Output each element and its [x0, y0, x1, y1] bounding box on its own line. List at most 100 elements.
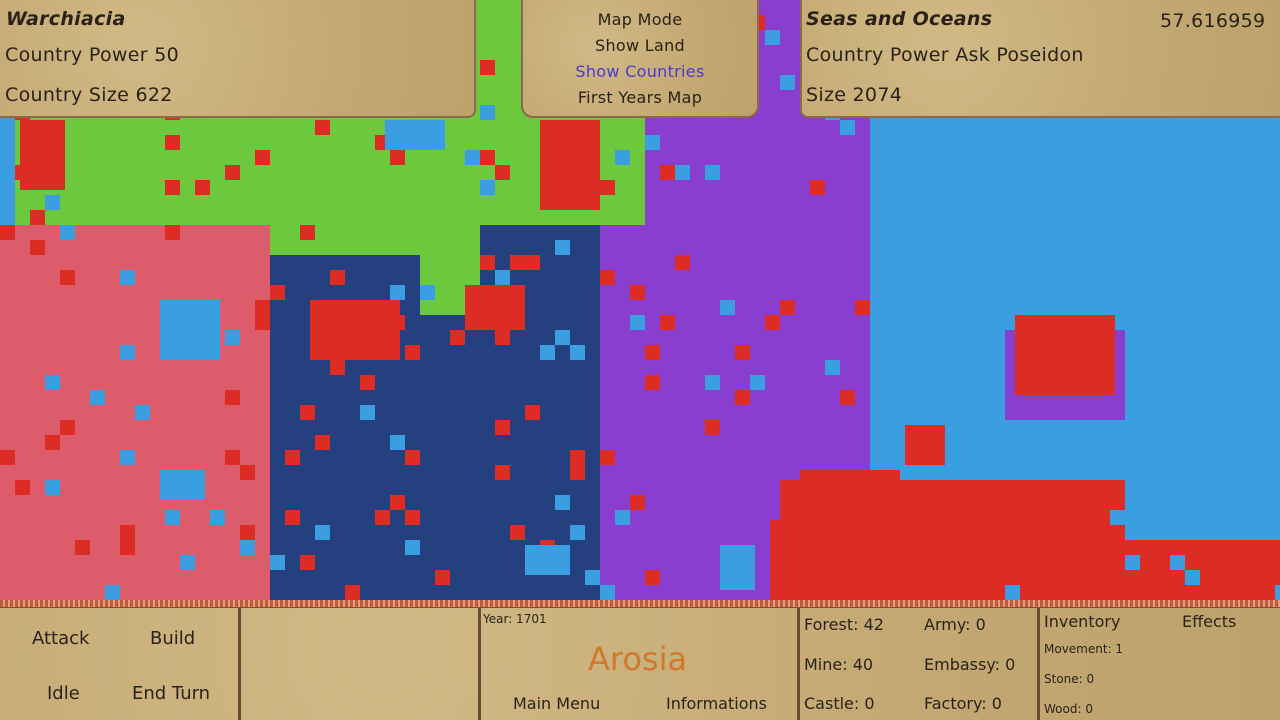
map-tile-purple[interactable] — [660, 270, 675, 285]
map-tile-ocean[interactable] — [990, 450, 1005, 465]
map-tile-purple[interactable] — [780, 30, 795, 45]
map-tile-pink[interactable] — [30, 360, 45, 375]
map-tile-pink[interactable] — [225, 525, 240, 540]
map-tile-purple[interactable] — [720, 435, 735, 450]
map-tile-ocean[interactable] — [975, 165, 990, 180]
map-tile-ocean[interactable] — [1050, 135, 1065, 150]
map-tile-ocean[interactable] — [990, 255, 1005, 270]
map-tile-purple[interactable] — [705, 225, 720, 240]
map-tile-red[interactable] — [735, 345, 750, 360]
map-tile-purple[interactable] — [645, 225, 660, 240]
map-tile-navy[interactable] — [540, 255, 555, 270]
map-tile-purple[interactable] — [810, 315, 825, 330]
map-tile-navy[interactable] — [450, 375, 465, 390]
map-tile-green[interactable] — [195, 135, 210, 150]
map-tile-ocean[interactable] — [1065, 180, 1080, 195]
map-tile-purple[interactable] — [615, 285, 630, 300]
map-tile-purple[interactable] — [750, 135, 765, 150]
map-tile-red[interactable] — [1005, 555, 1020, 570]
map-tile-navy[interactable] — [510, 465, 525, 480]
map-tile-navy[interactable] — [525, 480, 540, 495]
map-tile-purple[interactable] — [645, 285, 660, 300]
map-tile-green[interactable] — [15, 210, 30, 225]
map-tile-navy[interactable] — [570, 315, 585, 330]
map-tile-ocean[interactable] — [1065, 465, 1080, 480]
map-tile-navy[interactable] — [510, 570, 525, 585]
map-tile-pink[interactable] — [210, 390, 225, 405]
map-tile-ocean[interactable] — [1185, 405, 1200, 420]
map-tile-navy[interactable] — [525, 225, 540, 240]
map-tile-pink[interactable] — [225, 540, 240, 555]
map-tile-ocean[interactable] — [960, 330, 975, 345]
map-tile-pink[interactable] — [15, 390, 30, 405]
map-tile-pink[interactable] — [255, 255, 270, 270]
map-tile-ocean[interactable] — [945, 435, 960, 450]
map-tile-red[interactable] — [1020, 585, 1035, 600]
map-tile-navy[interactable] — [315, 360, 330, 375]
map-tile-purple[interactable] — [780, 330, 795, 345]
map-tile-navy[interactable] — [480, 345, 495, 360]
map-tile-pink[interactable] — [150, 255, 165, 270]
map-tile-ocean[interactable] — [1230, 525, 1245, 540]
map-tile-purple[interactable] — [600, 435, 615, 450]
map-tile-green[interactable] — [390, 225, 405, 240]
map-tile-navy[interactable] — [360, 510, 375, 525]
map-tile-ocean[interactable] — [975, 375, 990, 390]
map-tile-pink[interactable] — [210, 285, 225, 300]
map-tile-red[interactable] — [645, 375, 660, 390]
map-tile-ocean[interactable] — [885, 450, 900, 465]
map-tile-ocean[interactable] — [960, 210, 975, 225]
map-tile-ocean[interactable] — [1275, 270, 1280, 285]
map-tile-red[interactable] — [330, 270, 345, 285]
map-tile-ocean[interactable] — [1245, 210, 1260, 225]
map-tile-ocean[interactable] — [1170, 525, 1185, 540]
map-tile-green[interactable] — [270, 165, 285, 180]
map-tile-ocean[interactable] — [1215, 345, 1230, 360]
map-tile-navy[interactable] — [420, 480, 435, 495]
map-tile-red[interactable] — [975, 555, 990, 570]
map-tile-navy[interactable] — [525, 435, 540, 450]
map-tile-ocean[interactable] — [570, 525, 585, 540]
map-tile-green[interactable] — [300, 165, 315, 180]
map-tile-red[interactable] — [1215, 585, 1230, 600]
map-tile-red[interactable] — [735, 390, 750, 405]
map-tile-green[interactable] — [465, 195, 480, 210]
map-tile-ocean[interactable] — [0, 180, 15, 195]
map-tile-purple[interactable] — [645, 120, 660, 135]
map-tile-red[interactable] — [990, 495, 1005, 510]
map-tile-ocean[interactable] — [1095, 285, 1110, 300]
map-tile-ocean[interactable] — [1275, 315, 1280, 330]
map-tile-ocean[interactable] — [1080, 165, 1095, 180]
map-tile-ocean[interactable] — [960, 315, 975, 330]
map-tile-red[interactable] — [255, 315, 270, 330]
map-tile-purple[interactable] — [735, 465, 750, 480]
map-tile-ocean[interactable] — [1200, 300, 1215, 315]
map-tile-pink[interactable] — [15, 285, 30, 300]
map-tile-ocean[interactable] — [1125, 510, 1140, 525]
map-tile-pink[interactable] — [105, 525, 120, 540]
map-tile-ocean[interactable] — [1020, 135, 1035, 150]
map-tile-ocean[interactable] — [1065, 135, 1080, 150]
map-tile-ocean[interactable] — [915, 270, 930, 285]
map-tile-pink[interactable] — [150, 375, 165, 390]
map-tile-ocean[interactable] — [1050, 165, 1065, 180]
map-tile-ocean[interactable] — [1215, 120, 1230, 135]
map-tile-navy[interactable] — [570, 570, 585, 585]
map-tile-ocean[interactable] — [1050, 240, 1065, 255]
map-tile-navy[interactable] — [585, 495, 600, 510]
map-tile-pink[interactable] — [135, 570, 150, 585]
map-tile-navy[interactable] — [420, 330, 435, 345]
map-tile-navy[interactable] — [315, 465, 330, 480]
map-tile-purple[interactable] — [795, 300, 810, 315]
map-tile-purple[interactable] — [645, 450, 660, 465]
map-tile-red[interactable] — [1020, 510, 1035, 525]
map-tile-ocean[interactable] — [1245, 255, 1260, 270]
map-tile-red[interactable] — [975, 540, 990, 555]
map-tile-purple[interactable] — [765, 345, 780, 360]
map-tile-red[interactable] — [315, 435, 330, 450]
map-tile-ocean[interactable] — [945, 240, 960, 255]
map-tile-navy[interactable] — [570, 585, 585, 600]
map-tile-red[interactable] — [480, 60, 495, 75]
map-tile-purple[interactable] — [645, 165, 660, 180]
map-tile-ocean[interactable] — [930, 375, 945, 390]
